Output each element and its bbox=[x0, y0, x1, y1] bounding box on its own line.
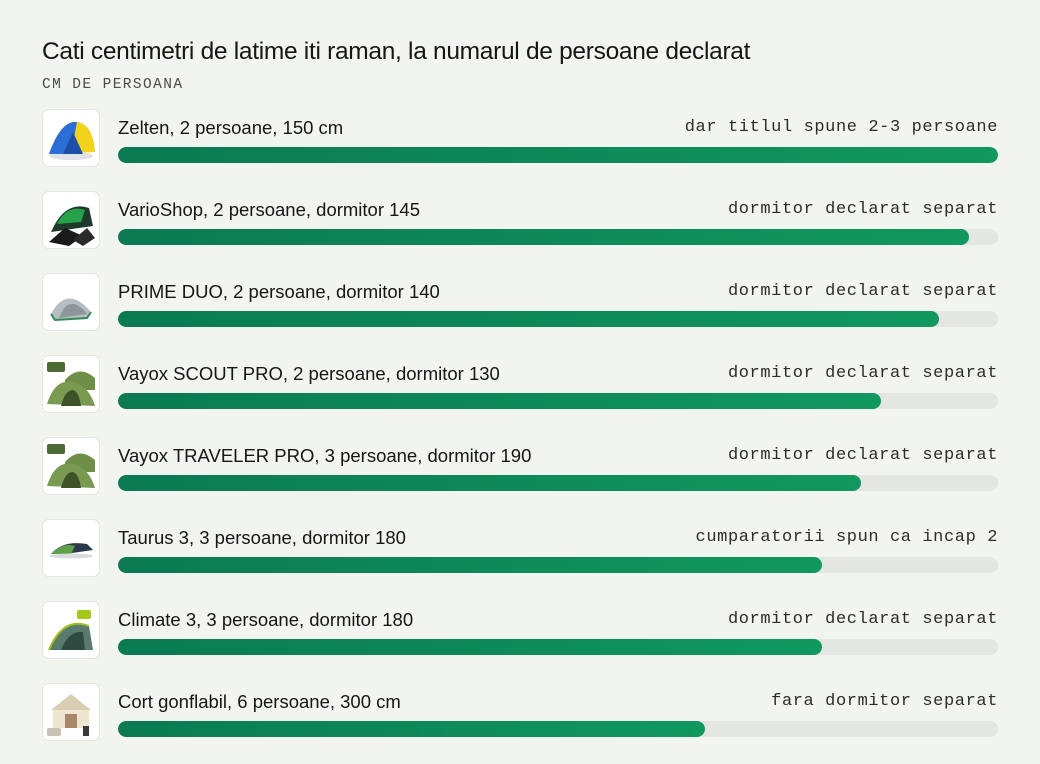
bar-annotation: dormitor declarat separat bbox=[727, 200, 998, 219]
yellow-blue-dome-tent-icon bbox=[42, 109, 100, 167]
inflatable-tent-icon bbox=[42, 683, 100, 741]
bar-rows: Zelten, 2 persoane, 150 cm dar titlul spu… bbox=[0, 108, 1040, 764]
bar-track bbox=[118, 639, 998, 655]
bar-row: PRIME DUO, 2 persoane, dormitor 140 dormi… bbox=[0, 272, 1040, 354]
bar bbox=[118, 721, 705, 737]
bar-track bbox=[118, 147, 998, 163]
bar-label: Vayox SCOUT PRO, 2 persoane, dormitor 13… bbox=[118, 363, 500, 384]
bar-track bbox=[118, 229, 998, 245]
bar-label: Vayox TRAVELER PRO, 3 persoane, dormitor… bbox=[118, 445, 532, 466]
bar-track bbox=[118, 721, 998, 737]
bar-track bbox=[118, 475, 998, 491]
bar bbox=[118, 393, 881, 409]
bar-track bbox=[118, 557, 998, 573]
dark-green-tent-icon bbox=[42, 191, 100, 249]
bar bbox=[118, 229, 969, 245]
chart-subtitle: CM DE PERSOANA bbox=[42, 77, 184, 93]
bar-label: Cort gonflabil, 6 persoane, 300 cm bbox=[118, 691, 401, 712]
bar-row: Climate 3, 3 persoane, dormitor 180 dormi… bbox=[0, 600, 1040, 682]
bar-label: Climate 3, 3 persoane, dormitor 180 bbox=[118, 609, 414, 630]
bar bbox=[118, 147, 998, 163]
bar-label: Zelten, 2 persoane, 150 cm bbox=[118, 117, 344, 138]
bar-annotation: cumparatorii spun ca incap 2 bbox=[695, 528, 998, 547]
bar-row: Taurus 3, 3 persoane, dormitor 180 cumpar… bbox=[0, 518, 1040, 600]
small-dark-tent-icon bbox=[42, 519, 100, 577]
grey-dome-tent-icon bbox=[42, 273, 100, 331]
green-tunnel-tent-icon bbox=[42, 437, 100, 495]
bar-row: VarioShop, 2 persoane, dormitor 145 dormi… bbox=[0, 190, 1040, 272]
green-dome-tent-icon bbox=[42, 601, 100, 659]
bar bbox=[118, 557, 822, 573]
bar-annotation: dormitor declarat separat bbox=[727, 364, 998, 383]
bar-row: Vayox TRAVELER PRO, 3 persoane, dormitor… bbox=[0, 436, 1040, 518]
bar-row: Vayox SCOUT PRO, 2 persoane, dormitor 13… bbox=[0, 354, 1040, 436]
bar-track bbox=[118, 393, 998, 409]
bar bbox=[118, 639, 822, 655]
bar-annotation: dar titlul spune 2-3 persoane bbox=[684, 118, 998, 137]
bar-annotation: dormitor declarat separat bbox=[727, 610, 998, 629]
bar-label: VarioShop, 2 persoane, dormitor 145 bbox=[118, 199, 421, 220]
bar-row: Cort gonflabil, 6 persoane, 300 cm fara d… bbox=[0, 682, 1040, 764]
bar-annotation: dormitor declarat separat bbox=[727, 282, 998, 301]
bar-annotation: dormitor declarat separat bbox=[727, 446, 998, 465]
bar-label: PRIME DUO, 2 persoane, dormitor 140 bbox=[118, 281, 440, 302]
bar bbox=[118, 311, 940, 327]
green-tunnel-tent-icon bbox=[42, 355, 100, 413]
bar bbox=[118, 475, 861, 491]
bar-annotation: fara dormitor separat bbox=[771, 692, 998, 711]
bar-label: Taurus 3, 3 persoane, dormitor 180 bbox=[118, 527, 406, 548]
bar-row: Zelten, 2 persoane, 150 cm dar titlul spu… bbox=[0, 108, 1040, 190]
chart-title: Cati centimetri de latime iti raman, la … bbox=[42, 38, 751, 65]
bar-track bbox=[118, 311, 998, 327]
